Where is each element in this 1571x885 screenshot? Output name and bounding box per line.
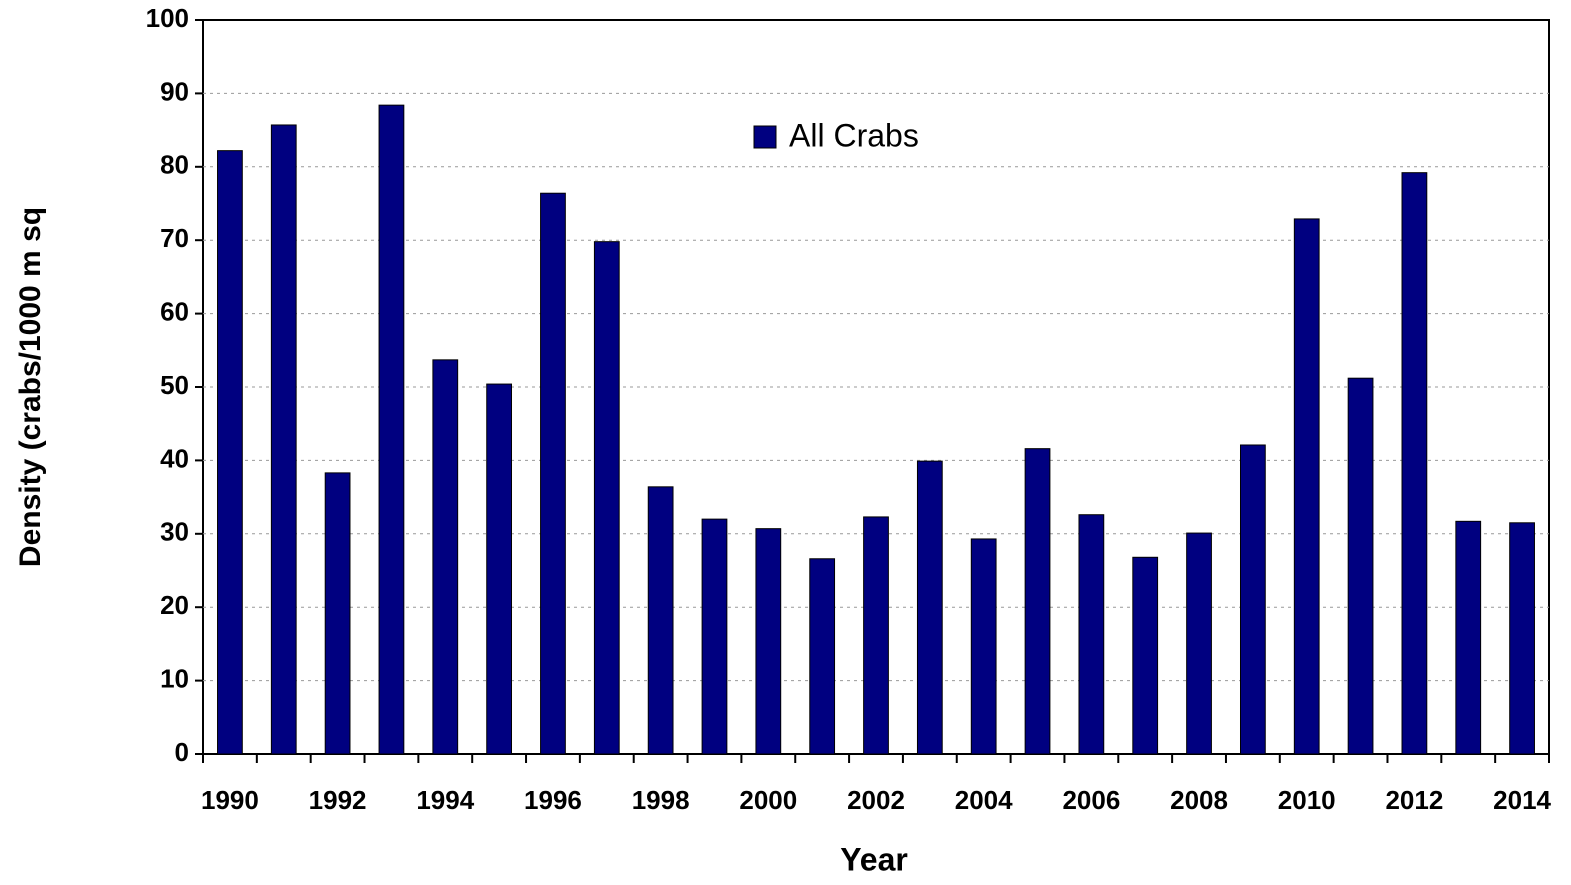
bar xyxy=(540,192,566,755)
bar xyxy=(1024,448,1051,755)
x-tick-label: 1990 xyxy=(201,785,259,815)
bar xyxy=(755,528,782,755)
x-tick-label: 1992 xyxy=(309,785,367,815)
y-tick-label: 20 xyxy=(160,590,189,620)
y-tick-label: 50 xyxy=(160,370,189,400)
bar xyxy=(863,516,889,755)
bar xyxy=(970,538,997,755)
bar xyxy=(1455,520,1482,755)
bar xyxy=(378,104,405,755)
legend-swatch xyxy=(753,125,777,149)
bar xyxy=(217,150,243,755)
legend-label: All Crabs xyxy=(789,117,919,153)
y-tick-label: 100 xyxy=(146,3,189,33)
x-tick-label: 1996 xyxy=(524,785,582,815)
bar xyxy=(916,460,943,755)
bar xyxy=(486,383,513,755)
bar xyxy=(432,359,459,755)
bar xyxy=(324,472,351,755)
y-tick-label: 10 xyxy=(160,663,189,693)
x-tick-label: 1994 xyxy=(416,785,474,815)
x-tick-label: 2004 xyxy=(955,785,1013,815)
y-tick-label: 80 xyxy=(160,150,189,180)
bar xyxy=(1401,172,1428,755)
bar xyxy=(270,124,297,755)
x-axis-label: Year xyxy=(840,841,908,877)
x-tick-label: 2006 xyxy=(1062,785,1120,815)
y-tick-label: 30 xyxy=(160,517,189,547)
x-tick-label: 2014 xyxy=(1493,785,1551,815)
bar xyxy=(1078,514,1105,755)
bar xyxy=(1132,556,1159,755)
x-tick-label: 2008 xyxy=(1170,785,1228,815)
y-axis-label: Density (crabs/1000 m sq xyxy=(14,207,47,567)
y-tick-label: 60 xyxy=(160,296,189,326)
bar xyxy=(1239,444,1266,755)
bar xyxy=(647,486,674,755)
bar xyxy=(1293,218,1320,755)
x-tick-label: 2010 xyxy=(1278,785,1336,815)
y-tick-label: 90 xyxy=(160,76,189,106)
y-tick-label: 0 xyxy=(175,737,189,767)
bar xyxy=(1186,532,1212,755)
x-tick-label: 2012 xyxy=(1385,785,1443,815)
bar xyxy=(593,241,620,755)
bar xyxy=(1347,377,1374,755)
x-tick-label: 2002 xyxy=(847,785,905,815)
bar xyxy=(1509,522,1535,755)
bar xyxy=(809,558,836,755)
bar xyxy=(701,518,728,755)
x-tick-label: 2000 xyxy=(739,785,797,815)
x-tick-label: 1998 xyxy=(632,785,690,815)
y-tick-label: 70 xyxy=(160,223,189,253)
y-tick-label: 40 xyxy=(160,443,189,473)
